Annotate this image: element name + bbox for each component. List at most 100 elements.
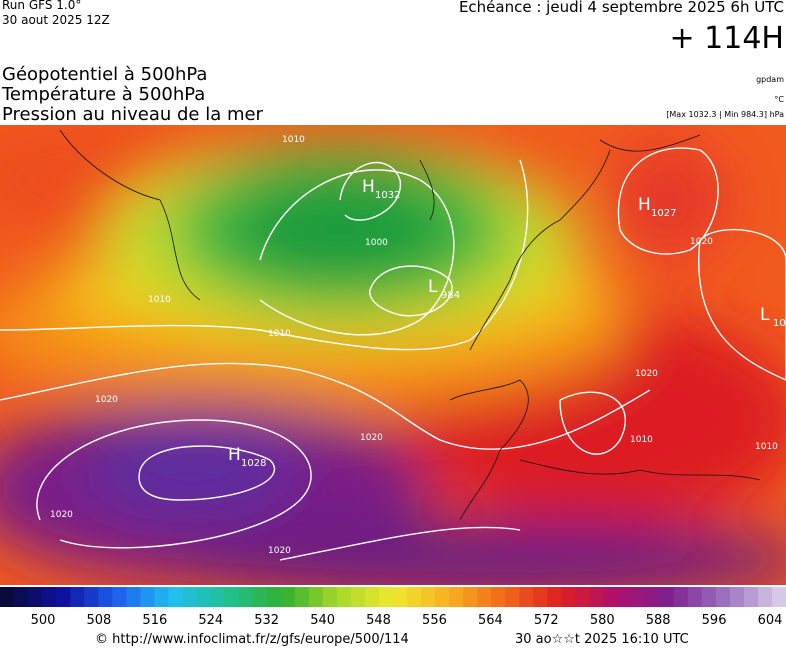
colorbar-swatch: [308, 587, 324, 607]
colorbar-tick-label: 580: [590, 613, 615, 628]
pressure-center-value: 1027: [651, 208, 676, 219]
colorbar-swatch: [14, 587, 29, 607]
lead-time: + 114H: [670, 21, 785, 56]
isobar-label: 1010: [148, 295, 171, 305]
colorbar-tick-label: 548: [366, 613, 391, 628]
colorbar-swatch: [715, 587, 731, 607]
unit: [Max 1032.3 | Min 984.3] hPa: [666, 110, 784, 119]
colorbar-swatch: [491, 587, 506, 607]
colorbar-tick-label: 596: [702, 613, 727, 628]
colorbar-swatch: [322, 587, 338, 607]
colorbar-swatch: [421, 587, 436, 607]
colorbar-swatch: [407, 587, 422, 607]
colorbar-swatch: [28, 587, 43, 607]
colorbar-swatch: [350, 587, 366, 607]
colorbar-swatch: [533, 587, 548, 607]
colorbar-swatch: [575, 587, 590, 607]
run-date: 30 aout 2025 12Z: [2, 13, 110, 27]
colorbar-tick-label: 524: [198, 613, 223, 628]
colorbar-swatch: [673, 587, 689, 607]
colorbar-swatch: [182, 587, 197, 607]
unit: °C: [774, 95, 784, 104]
colorbar-tick-label: 516: [142, 613, 167, 628]
colorbar-swatch: [477, 587, 492, 607]
isobar-label: 1010: [755, 442, 778, 452]
colorbar-swatch: [617, 587, 633, 607]
unit: gpdam: [756, 75, 784, 84]
colorbar-swatch: [336, 587, 352, 607]
pressure-center-value: 1032: [375, 190, 400, 201]
colorbar-tick-label: 540: [310, 613, 335, 628]
pressure-center-value: 1012: [773, 318, 786, 329]
colorbar-swatch: [168, 587, 183, 607]
colorbar-tick-label: 532: [254, 613, 279, 628]
colorbar-swatch: [112, 587, 127, 607]
pressure-center-letter: H: [228, 445, 241, 465]
colorbar-swatch: [603, 587, 619, 607]
colorbar-tick-label: 556: [422, 613, 447, 628]
isobar-label: 1010: [268, 329, 291, 339]
pressure-center-letter: H: [638, 195, 651, 215]
colorbar-swatch: [687, 587, 703, 607]
timestamp: 30 ao☆☆t 2025 16:10 UTC: [515, 632, 689, 647]
colorbar-tick-label: 588: [646, 613, 671, 628]
isobar-label: 1020: [635, 369, 658, 379]
isobar-label: 1020: [268, 546, 291, 556]
echeance: Echéance : jeudi 4 septembre 2025 6h UTC: [459, 0, 784, 16]
colorbar-swatch: [364, 587, 380, 607]
colorbar-swatch: [645, 587, 661, 607]
isobar-label: 1020: [95, 395, 118, 405]
pressure-center-letter: L: [428, 277, 438, 297]
colorbar-swatch: [519, 587, 534, 607]
pressure-center-letter: L: [760, 305, 770, 325]
colorbar-swatch: [140, 587, 155, 607]
source-url[interactable]: © http://www.infoclimat.fr/z/gfs/europe/…: [95, 632, 409, 647]
colorbar-swatch: [84, 587, 99, 607]
colorbar-swatch: [771, 587, 786, 607]
colorbar-swatch: [463, 587, 478, 607]
run: Run GFS 1.0°: [2, 0, 81, 12]
isobar-label: 1020: [50, 510, 73, 520]
colorbar-swatch: [561, 587, 576, 607]
colorbar-swatch: [238, 587, 254, 607]
colorbar-swatch: [449, 587, 464, 607]
colorbar-tick-label: 564: [478, 613, 503, 628]
field-name: Pression au niveau de la mer: [2, 104, 264, 125]
colorbar-swatch: [280, 587, 296, 607]
colorbar-swatch: [294, 587, 310, 607]
colorbar-swatch: [701, 587, 717, 607]
colorbar-swatch: [252, 587, 268, 607]
colorbar-swatch: [126, 587, 141, 607]
colorbar-swatch: [224, 587, 240, 607]
isobar-label: 1010: [282, 135, 305, 145]
colorbar-swatch: [378, 587, 394, 607]
colorbar-swatch: [393, 587, 408, 607]
pressure-center-value: 1028: [241, 458, 266, 469]
colorbar-swatch: [42, 587, 57, 607]
colorbar-swatch: [505, 587, 520, 607]
pressure-center-value: 984: [441, 290, 460, 301]
colorbar-swatch: [743, 587, 759, 607]
isobar-label: 1020: [360, 433, 383, 443]
colorbar-tick-label: 500: [31, 613, 56, 628]
colorbar-swatch: [0, 587, 15, 607]
colorbar-swatch: [70, 587, 85, 607]
isobar-label: 1010: [630, 435, 653, 445]
field-name: Température à 500hPa: [1, 84, 205, 105]
pressure-center-letter: H: [362, 177, 375, 197]
isobar-label: 1020: [690, 237, 713, 247]
colorbar-swatch: [196, 587, 212, 607]
colorbar-swatch: [56, 587, 71, 607]
colorbar-swatch: [659, 587, 675, 607]
colorbar-swatch: [729, 587, 745, 607]
colorbar-tick-label: 508: [87, 613, 112, 628]
colorbar-swatch: [435, 587, 450, 607]
colorbar-swatch: [210, 587, 226, 607]
colorbar-swatch: [589, 587, 605, 607]
colorbar-swatch: [547, 587, 562, 607]
colorbar-swatch: [266, 587, 282, 607]
colorbar-swatch: [98, 587, 113, 607]
colorbar-swatch: [631, 587, 647, 607]
isobar-label: 1000: [365, 238, 388, 248]
